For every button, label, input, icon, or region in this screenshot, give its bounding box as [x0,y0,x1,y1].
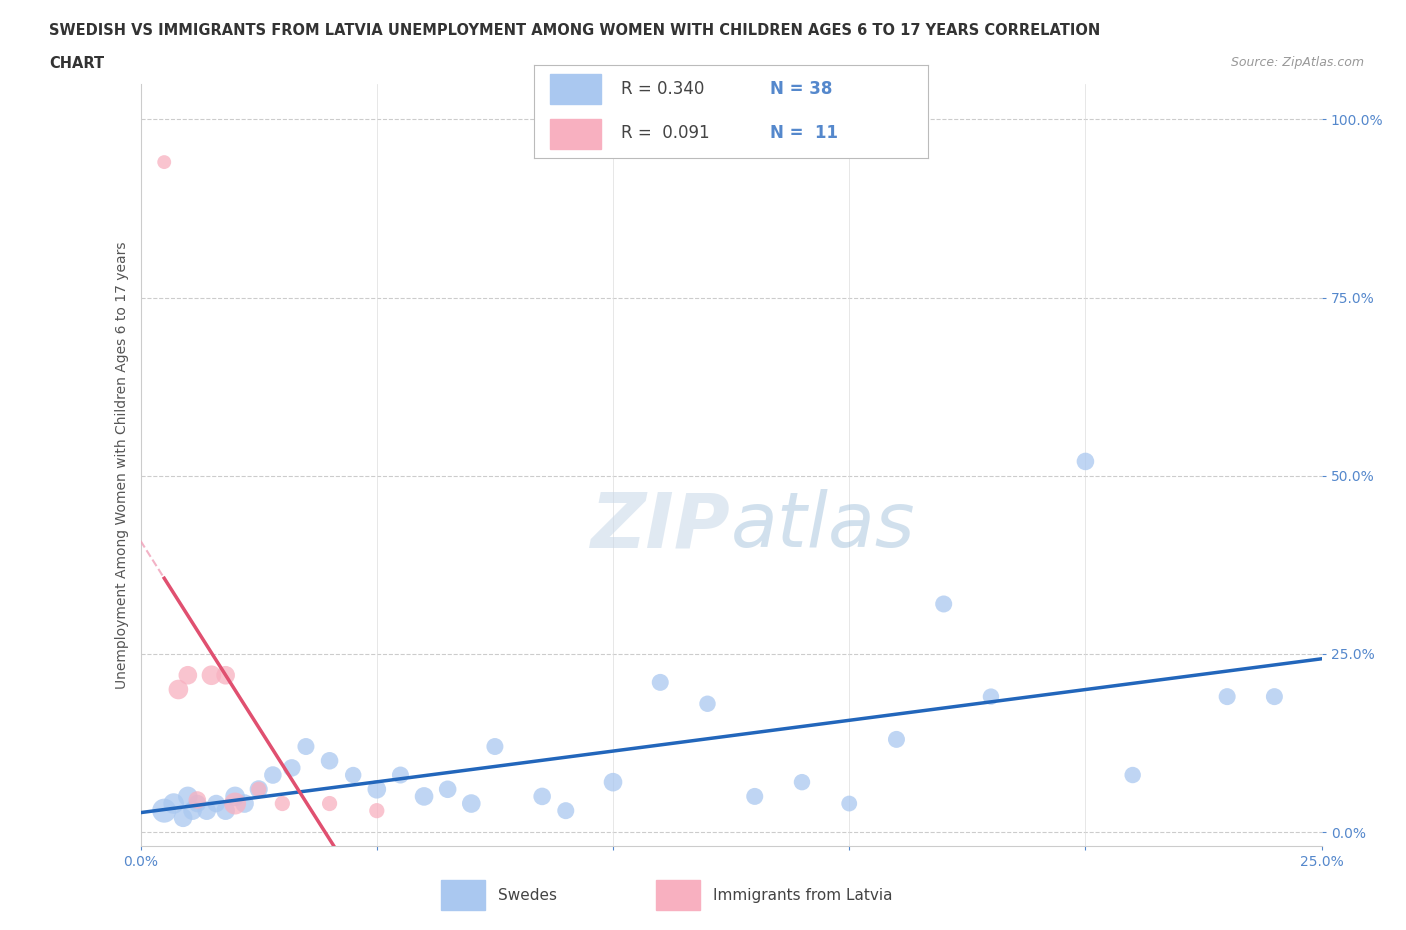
Point [153,804,176,818]
Text: N =  11: N = 11 [770,124,838,142]
Point [153,154,176,169]
Point [366,782,388,797]
Point [172,810,194,825]
Point [790,775,813,790]
Point [980,689,1002,704]
Point [1263,689,1285,704]
Point [436,782,458,797]
Point [163,796,186,811]
Point [214,668,236,683]
Point [186,792,208,807]
Y-axis label: Unemployment Among Women with Children Ages 6 to 17 years: Unemployment Among Women with Children A… [115,241,129,689]
Point [1216,689,1239,704]
Bar [550,74,602,104]
Point [838,796,860,811]
Text: atlas: atlas [731,489,915,563]
Point [214,804,236,818]
Text: Swedes: Swedes [498,887,557,903]
Text: Source: ZipAtlas.com: Source: ZipAtlas.com [1230,56,1364,69]
Point [224,796,246,811]
Point [205,796,228,811]
Text: N = 38: N = 38 [770,80,832,99]
Bar [655,880,700,910]
Point [531,789,554,804]
Point [247,782,270,797]
Point [181,804,204,818]
Point [1122,767,1144,782]
Point [366,804,388,818]
Point [262,767,284,782]
Point [389,767,412,782]
Text: R =  0.091: R = 0.091 [621,124,710,142]
Point [342,767,364,782]
Point [224,789,246,804]
Point [1074,454,1097,469]
Point [650,675,672,690]
Point [744,789,766,804]
Point [247,782,270,797]
Bar [441,880,485,910]
Point [554,804,576,818]
Point [295,739,318,754]
Text: SWEDISH VS IMMIGRANTS FROM LATVIA UNEMPLOYMENT AMONG WOMEN WITH CHILDREN AGES 6 : SWEDISH VS IMMIGRANTS FROM LATVIA UNEMPL… [49,23,1101,38]
Text: ZIP: ZIP [592,489,731,563]
Text: R = 0.340: R = 0.340 [621,80,704,99]
Point [484,739,506,754]
Point [413,789,436,804]
Bar [550,119,602,149]
Point [696,697,718,711]
Point [177,668,200,683]
Point [271,796,294,811]
Point [886,732,908,747]
Point [460,796,482,811]
Point [200,668,222,683]
Point [932,596,955,611]
Point [318,753,340,768]
Point [233,796,256,811]
Point [195,804,218,818]
Point [281,761,304,776]
Point [318,796,340,811]
Point [177,789,200,804]
Point [602,775,624,790]
Text: Immigrants from Latvia: Immigrants from Latvia [713,887,893,903]
Point [167,682,190,697]
Text: CHART: CHART [49,56,104,71]
Point [186,796,208,811]
